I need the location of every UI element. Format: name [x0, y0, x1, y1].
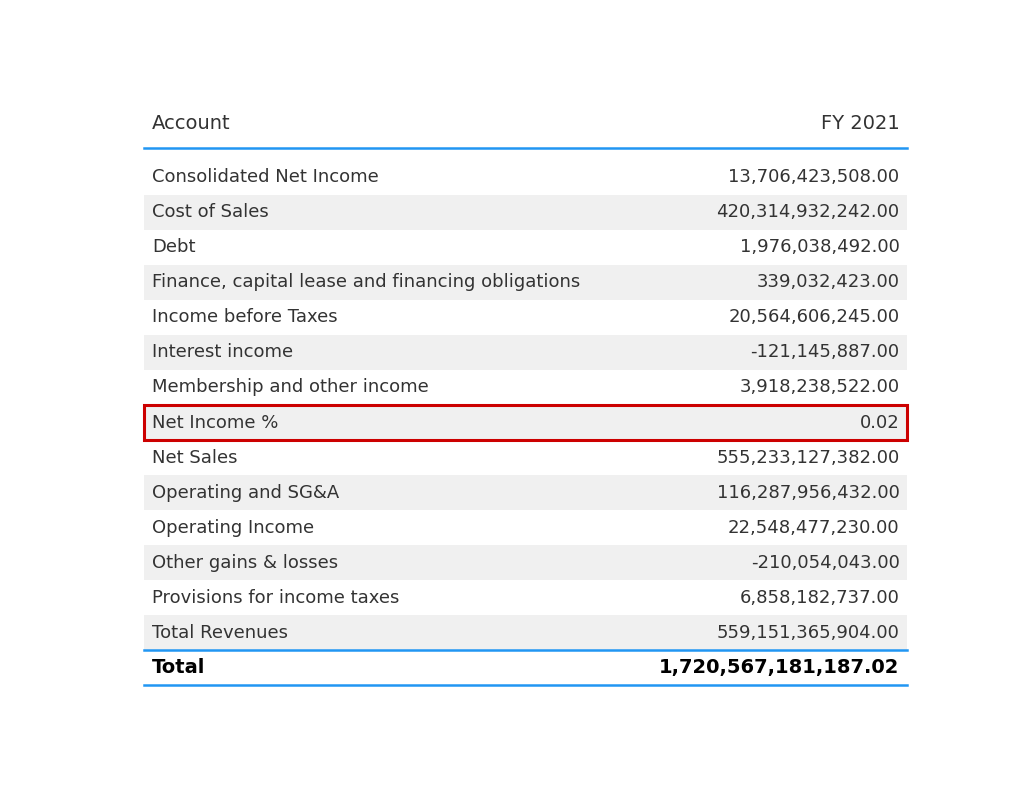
Text: Provisions for income taxes: Provisions for income taxes	[152, 588, 399, 607]
Text: 339,032,423.00: 339,032,423.00	[756, 274, 900, 291]
Bar	[144, 335, 907, 370]
Text: Operating Income: Operating Income	[152, 518, 314, 537]
Text: 22,548,477,230.00: 22,548,477,230.00	[727, 518, 900, 537]
Bar	[144, 475, 907, 510]
Text: 559,151,365,904.00: 559,151,365,904.00	[717, 623, 900, 642]
Text: Operating and SG&A: Operating and SG&A	[152, 483, 340, 501]
Text: 116,287,956,432.00: 116,287,956,432.00	[717, 483, 900, 501]
Text: Finance, capital lease and financing obligations: Finance, capital lease and financing obl…	[152, 274, 581, 291]
Text: -121,145,887.00: -121,145,887.00	[750, 344, 900, 361]
Bar	[144, 545, 907, 580]
Text: Cost of Sales: Cost of Sales	[152, 204, 269, 221]
Text: Consolidated Net Income: Consolidated Net Income	[152, 169, 379, 186]
Text: Account: Account	[152, 114, 231, 133]
Text: 13,706,423,508.00: 13,706,423,508.00	[728, 169, 900, 186]
Text: Total: Total	[152, 658, 205, 677]
Text: FY 2021: FY 2021	[821, 114, 900, 133]
Text: Income before Taxes: Income before Taxes	[152, 309, 338, 326]
Text: 555,233,127,382.00: 555,233,127,382.00	[716, 448, 900, 466]
Bar	[144, 265, 907, 300]
Bar	[144, 615, 907, 650]
Text: Total Revenues: Total Revenues	[152, 623, 288, 642]
Text: Net Sales: Net Sales	[152, 448, 238, 466]
Text: Other gains & losses: Other gains & losses	[152, 553, 339, 572]
Text: -210,054,043.00: -210,054,043.00	[751, 553, 900, 572]
Bar	[144, 195, 907, 230]
Text: 1,720,567,181,187.02: 1,720,567,181,187.02	[659, 658, 900, 677]
Text: 0.02: 0.02	[860, 413, 900, 431]
Text: Membership and other income: Membership and other income	[152, 378, 429, 396]
Text: 1,976,038,492.00: 1,976,038,492.00	[740, 239, 900, 256]
Text: Debt: Debt	[152, 239, 196, 256]
Text: Net Income %: Net Income %	[152, 413, 278, 431]
Bar	[144, 405, 907, 440]
Text: 420,314,932,242.00: 420,314,932,242.00	[716, 204, 900, 221]
Text: 20,564,606,245.00: 20,564,606,245.00	[728, 309, 900, 326]
Text: Interest income: Interest income	[152, 344, 293, 361]
Text: 6,858,182,737.00: 6,858,182,737.00	[740, 588, 900, 607]
Text: 3,918,238,522.00: 3,918,238,522.00	[740, 378, 900, 396]
